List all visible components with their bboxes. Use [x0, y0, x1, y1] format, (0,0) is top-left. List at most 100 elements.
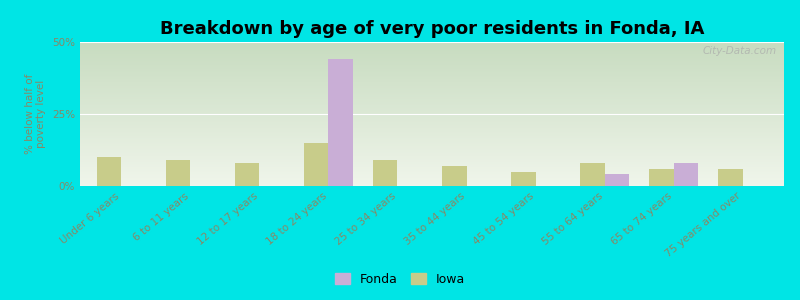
Bar — [80, 154, 784, 155]
Bar — [80, 150, 784, 151]
Bar — [80, 51, 784, 52]
Bar — [80, 70, 784, 71]
Bar — [80, 168, 784, 169]
Bar — [80, 100, 784, 101]
Bar — [80, 123, 784, 124]
Bar — [80, 180, 784, 181]
Bar — [235, 163, 259, 186]
Bar — [80, 75, 784, 76]
Bar — [80, 89, 784, 90]
Bar — [80, 169, 784, 170]
Bar — [80, 78, 784, 79]
Bar — [80, 175, 784, 176]
Bar — [374, 160, 398, 186]
Bar — [80, 160, 784, 161]
Bar — [80, 111, 784, 112]
Bar — [80, 148, 784, 149]
Bar — [80, 94, 784, 95]
Bar — [80, 157, 784, 158]
Bar — [80, 171, 784, 172]
Bar — [80, 79, 784, 80]
Bar — [80, 68, 784, 69]
Bar — [80, 46, 784, 47]
Bar — [80, 184, 784, 185]
Bar — [80, 182, 784, 183]
Bar — [304, 143, 329, 186]
Bar — [80, 102, 784, 103]
Bar — [80, 104, 784, 105]
Bar — [80, 61, 784, 62]
Bar — [80, 129, 784, 130]
Bar — [80, 169, 784, 170]
Bar — [80, 64, 784, 65]
Bar — [80, 128, 784, 129]
Bar — [80, 134, 784, 135]
Bar — [80, 144, 784, 145]
Bar — [80, 174, 784, 175]
Bar — [80, 112, 784, 113]
Bar — [80, 69, 784, 70]
Bar — [80, 86, 784, 87]
Bar — [80, 81, 784, 82]
Bar — [80, 163, 784, 164]
Bar — [80, 178, 784, 179]
Bar — [80, 141, 784, 142]
Bar — [80, 82, 784, 83]
Bar — [80, 58, 784, 59]
Bar — [166, 160, 190, 186]
Bar — [80, 155, 784, 156]
Bar — [80, 153, 784, 154]
Bar — [80, 45, 784, 46]
Bar — [80, 73, 784, 74]
Bar — [80, 185, 784, 186]
Bar — [80, 133, 784, 134]
Bar — [80, 80, 784, 81]
Legend: Fonda, Iowa: Fonda, Iowa — [330, 268, 470, 291]
Bar — [718, 169, 742, 186]
Bar — [80, 118, 784, 119]
Bar — [80, 110, 784, 111]
Bar — [80, 53, 784, 54]
Bar — [511, 172, 535, 186]
Bar — [80, 159, 784, 160]
Bar — [80, 52, 784, 53]
Bar — [80, 101, 784, 102]
Bar — [80, 109, 784, 110]
Bar — [80, 105, 784, 106]
Bar — [80, 66, 784, 67]
Bar — [80, 96, 784, 97]
Bar — [80, 147, 784, 148]
Text: City-Data.com: City-Data.com — [703, 46, 777, 56]
Bar — [80, 76, 784, 77]
Bar — [80, 170, 784, 171]
Bar — [80, 165, 784, 166]
Bar — [329, 59, 353, 186]
Title: Breakdown by age of very poor residents in Fonda, IA: Breakdown by age of very poor residents … — [160, 20, 704, 38]
Bar — [80, 179, 784, 180]
Bar — [80, 55, 784, 56]
Bar — [80, 131, 784, 132]
Bar — [80, 50, 784, 51]
Bar — [80, 183, 784, 184]
Bar — [80, 137, 784, 138]
Bar — [80, 173, 784, 174]
Bar — [80, 176, 784, 177]
Bar — [80, 164, 784, 165]
Bar — [80, 162, 784, 163]
Bar — [80, 161, 784, 162]
Bar — [80, 107, 784, 108]
Bar — [80, 143, 784, 144]
Bar — [98, 157, 122, 186]
Bar — [80, 113, 784, 114]
Bar — [80, 158, 784, 159]
Bar — [80, 130, 784, 131]
Bar — [80, 59, 784, 60]
Bar — [80, 181, 784, 182]
Bar — [80, 119, 784, 120]
Bar — [674, 163, 698, 186]
Bar — [80, 138, 784, 139]
Bar — [80, 91, 784, 92]
Bar — [80, 145, 784, 146]
Bar — [80, 124, 784, 125]
Bar — [80, 139, 784, 140]
